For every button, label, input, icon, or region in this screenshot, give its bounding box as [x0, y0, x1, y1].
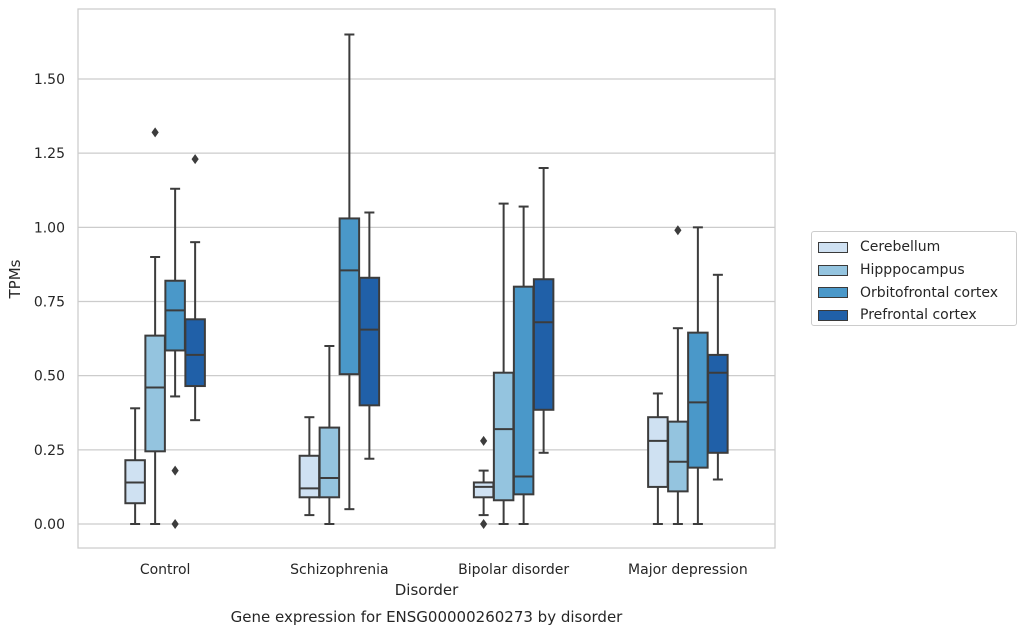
box — [298, 454, 321, 499]
outlier-point — [191, 154, 199, 165]
box-group — [338, 33, 361, 511]
outlier-point — [171, 519, 179, 529]
x-axis-label: Disorder — [395, 581, 459, 599]
box — [707, 353, 729, 454]
legend-item: Orbitofrontal cortex — [818, 281, 1016, 304]
box — [647, 416, 669, 488]
box-group — [164, 187, 186, 529]
legend-label: Prefrontal cortex — [860, 307, 977, 324]
legend-item: Cerebellum — [818, 236, 1016, 259]
plot-frame — [77, 8, 776, 549]
legend-item: Hipppocampus — [818, 259, 1016, 282]
y-tick-label: 0.25 — [34, 443, 65, 459]
outlier-point — [171, 465, 179, 476]
box — [492, 371, 515, 502]
y-tick-label: 0.00 — [34, 517, 65, 533]
legend-label: Orbitofrontal cortex — [860, 284, 998, 301]
chart-title: Gene expression for ENSG00000260273 by d… — [231, 608, 624, 626]
y-tick-label: 0.75 — [34, 295, 65, 311]
box-group — [358, 211, 381, 460]
legend-label: Cerebellum — [860, 239, 941, 256]
y-tick-labels: 0.00 0.25 0.50 0.75 1.00 1.25 1.50 — [34, 72, 65, 533]
box — [472, 481, 495, 499]
box-group — [707, 273, 729, 481]
box — [358, 276, 381, 407]
box — [667, 420, 689, 493]
box-group — [532, 167, 555, 454]
y-tick-label: 0.50 — [34, 369, 65, 385]
box — [144, 334, 166, 453]
y-tick-label: 1.50 — [34, 72, 65, 88]
legend-swatch — [818, 264, 848, 276]
outlier-point — [674, 225, 682, 236]
box — [184, 318, 206, 388]
box-group — [318, 345, 341, 525]
x-tick-label: Schizophrenia — [290, 562, 388, 578]
y-axis-label: TPMs — [6, 259, 24, 299]
box — [687, 331, 709, 469]
legend-swatch — [818, 241, 848, 253]
x-tick-label: Bipolar disorder — [458, 562, 569, 578]
box — [338, 217, 361, 376]
box-group — [667, 225, 689, 525]
y-tick-label: 1.00 — [34, 220, 65, 236]
legend-label: Hipppocampus — [860, 262, 965, 279]
legend-swatch — [818, 309, 848, 321]
box-group — [512, 205, 535, 525]
box — [164, 279, 186, 352]
box-group — [124, 407, 146, 525]
box-series-group — [124, 33, 729, 529]
x-tick-label: Major depression — [628, 562, 748, 578]
legend-item: Prefrontal cortex — [818, 304, 1016, 327]
box-group — [144, 127, 166, 525]
box — [532, 278, 555, 411]
box-group — [687, 226, 709, 525]
outlier-point — [480, 435, 488, 446]
box-group — [492, 202, 515, 525]
outlier-point — [480, 519, 488, 529]
box-group — [647, 392, 669, 525]
legend: Cerebellum Hipppocampus Orbitofrontal co… — [811, 231, 1017, 326]
outlier-point — [151, 127, 159, 138]
box — [318, 426, 341, 499]
y-tick-label: 1.25 — [34, 146, 65, 162]
box — [512, 285, 535, 496]
x-tick-label: Control — [140, 562, 191, 578]
box-group — [298, 416, 321, 517]
legend-swatch — [818, 287, 848, 299]
box-group — [184, 154, 206, 422]
x-tick-labels: Control Schizophrenia Bipolar disorder Majo… — [140, 562, 748, 578]
